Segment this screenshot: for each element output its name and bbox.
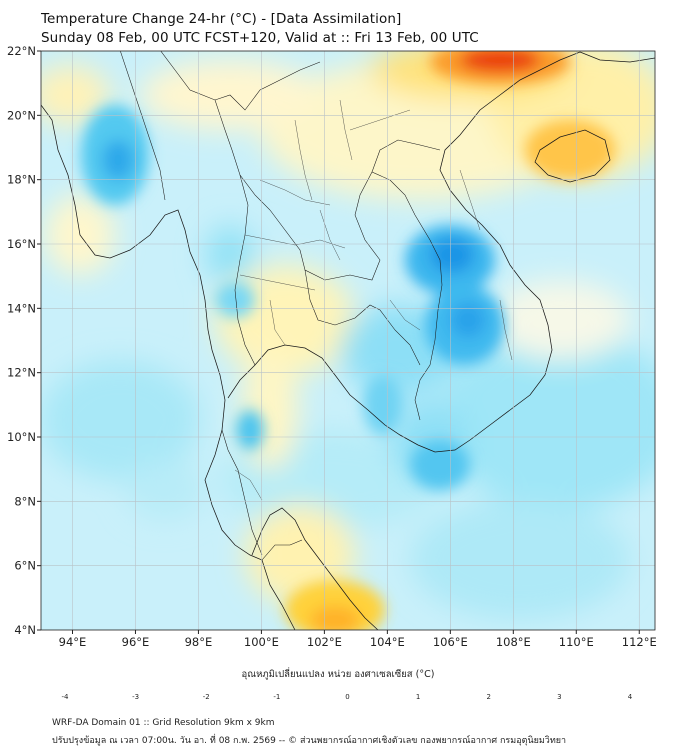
colorbar-label: อุณหภูมิเปลี่ยนแปลง หน่วย องศาเซลเซียส (… <box>241 669 435 680</box>
lon-label: 100°E <box>244 635 279 649</box>
colorbar-tick-label: 1 <box>415 693 421 701</box>
map-subtitle: Sunday 08 Feb, 00 UTC FCST+120, Valid at… <box>41 30 479 46</box>
colorbar-tick-label: 4 <box>627 693 633 701</box>
map-area: 94°E 96°E 98°E 100°E 102°E 104°E 106°E 108°E 110… <box>7 44 657 691</box>
map-title: Temperature Change 24-hr (°C) - [Data As… <box>41 11 402 27</box>
lon-label: 94°E <box>59 635 87 649</box>
colorbar-tick-label: -4 <box>61 693 69 701</box>
lon-label: 98°E <box>185 635 213 649</box>
footer-line-1: WRF-DA Domain 01 :: Grid Resolution 9km … <box>52 718 275 728</box>
colorbar-tick-label: -1 <box>273 693 281 701</box>
country-borders <box>120 51 443 561</box>
colorbar-tick-label: 2 <box>486 693 491 701</box>
lat-label: 8°N <box>14 494 36 508</box>
colorbar-tick-label: 0 <box>345 693 350 701</box>
anomaly-cores <box>81 51 615 630</box>
footer-line-2: ปรับปรุงข้อมูล ณ เวลา 07:00น. วัน อา. ที… <box>52 736 567 746</box>
map-frame <box>40 50 656 631</box>
lat-label: 12°N <box>7 366 36 380</box>
lon-label: 110°E <box>559 635 594 649</box>
lon-label: 102°E <box>307 635 342 649</box>
lat-label: 14°N <box>7 301 36 315</box>
lon-label: 108°E <box>496 635 531 649</box>
colorbar-tick-label: -3 <box>132 693 140 701</box>
colorbar-tick-label: 3 <box>557 693 562 701</box>
lat-label: 6°N <box>14 559 36 573</box>
lon-label: 96°E <box>122 635 150 649</box>
lat-label: 20°N <box>7 108 36 122</box>
lon-label: 106°E <box>433 635 468 649</box>
lat-label: 4°N <box>14 623 36 637</box>
lat-label: 10°N <box>7 430 36 444</box>
lat-label: 16°N <box>7 237 36 251</box>
lat-label: 22°N <box>7 44 36 58</box>
colorbar-tick-label: -2 <box>202 693 210 701</box>
lat-label: 18°N <box>7 173 36 187</box>
lon-label: 112°E <box>622 635 657 649</box>
graticule <box>41 51 655 630</box>
lon-label: 104°E <box>370 635 405 649</box>
